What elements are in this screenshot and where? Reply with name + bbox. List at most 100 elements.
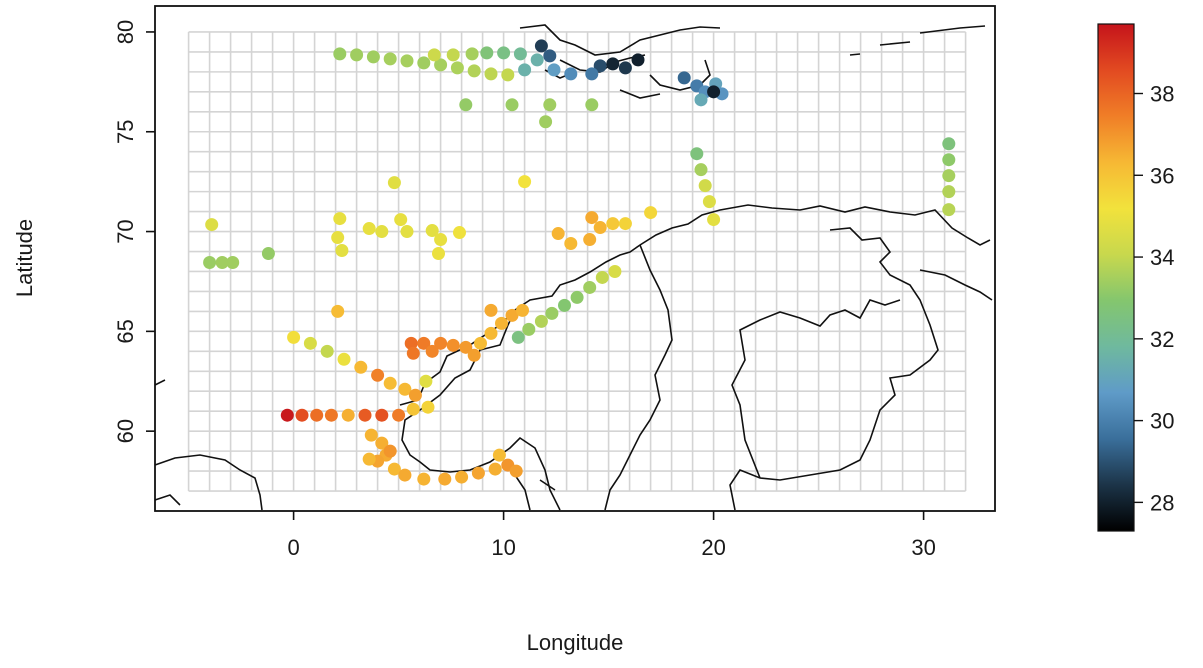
- data-point: [702, 195, 716, 209]
- data-point: [707, 213, 721, 227]
- data-point: [387, 462, 401, 476]
- data-point: [417, 336, 431, 350]
- x-tick-label: 20: [701, 535, 725, 560]
- data-point: [434, 58, 448, 72]
- data-point: [434, 233, 448, 247]
- data-point: [280, 408, 294, 422]
- data-point: [694, 93, 708, 107]
- data-point: [333, 212, 347, 226]
- data-point: [522, 322, 536, 336]
- arctic-islands: [849, 25, 986, 56]
- data-point: [404, 336, 418, 350]
- x-axis-ticks: 0 10 20 30: [287, 511, 936, 560]
- data-point: [942, 185, 956, 199]
- measurement-points: [203, 39, 956, 486]
- data-point: [583, 280, 597, 294]
- data-point: [543, 49, 557, 63]
- data-point: [205, 218, 219, 232]
- data-point: [467, 64, 481, 78]
- data-point: [585, 98, 599, 112]
- colorbar-tick-label: 28: [1150, 490, 1174, 515]
- data-point: [331, 231, 345, 245]
- data-point: [509, 464, 523, 478]
- data-point: [511, 330, 525, 344]
- data-point: [320, 344, 334, 358]
- colorbar-tick-label: 30: [1150, 409, 1174, 434]
- data-point: [606, 217, 620, 231]
- russia-coast: [919, 269, 993, 301]
- data-point: [331, 304, 345, 318]
- data-point: [455, 470, 469, 484]
- data-point: [501, 68, 515, 82]
- data-point: [518, 63, 532, 77]
- data-point: [694, 163, 708, 177]
- data-point: [425, 224, 439, 238]
- colorbar-tick-label: 34: [1150, 245, 1174, 270]
- data-point: [392, 408, 406, 422]
- data-point: [226, 255, 240, 269]
- y-tick-label: 75: [113, 120, 138, 144]
- data-point: [215, 255, 229, 269]
- data-point: [362, 452, 376, 466]
- data-point: [564, 67, 578, 81]
- data-point: [631, 53, 645, 67]
- data-point: [394, 213, 408, 227]
- data-point: [593, 221, 607, 235]
- y-tick-label: 65: [113, 319, 138, 343]
- y-axis-label: Latitude: [12, 219, 37, 297]
- data-point: [516, 303, 529, 317]
- data-point: [539, 115, 553, 129]
- data-point: [644, 206, 658, 220]
- data-point: [505, 308, 519, 322]
- data-point: [383, 52, 397, 66]
- data-point: [406, 402, 420, 416]
- data-point: [677, 71, 691, 85]
- data-point: [398, 382, 412, 396]
- plot-frame: [154, 5, 996, 512]
- data-point: [375, 436, 389, 450]
- data-point: [474, 336, 487, 350]
- data-point: [698, 179, 712, 193]
- data-point: [261, 247, 275, 261]
- data-point: [545, 306, 559, 320]
- y-tick-label: 80: [113, 20, 138, 44]
- data-point: [383, 444, 397, 458]
- data-point: [484, 303, 498, 317]
- y-axis-ticks: 60 65 70 75 80: [113, 20, 155, 443]
- data-point: [942, 203, 956, 217]
- data-point: [488, 462, 502, 476]
- data-point: [534, 39, 548, 53]
- data-point: [425, 344, 439, 358]
- data-point: [335, 244, 349, 258]
- data-point: [484, 326, 498, 340]
- colorbar: [1097, 23, 1135, 532]
- uk-coast: [154, 379, 263, 511]
- south-norway-coast: [401, 309, 561, 511]
- data-point: [505, 98, 519, 112]
- data-point: [618, 61, 632, 75]
- data-point: [432, 247, 445, 261]
- data-point: [467, 348, 481, 362]
- data-point: [419, 374, 433, 388]
- data-point: [459, 98, 473, 112]
- data-point: [551, 227, 565, 241]
- x-tick-label: 10: [491, 535, 515, 560]
- data-point: [585, 67, 599, 81]
- data-point: [438, 472, 452, 486]
- data-point: [570, 290, 584, 304]
- data-point: [400, 225, 414, 239]
- data-point: [371, 368, 385, 382]
- data-point: [434, 336, 448, 350]
- data-point: [341, 408, 355, 422]
- y-tick-label: 70: [113, 219, 138, 243]
- data-point: [398, 468, 412, 482]
- y-tick-label: 60: [113, 419, 138, 443]
- data-point: [358, 408, 372, 422]
- data-point: [375, 225, 389, 239]
- coastlines: [154, 24, 993, 511]
- data-point: [362, 222, 376, 236]
- data-point: [690, 147, 704, 161]
- data-point: [364, 428, 378, 442]
- data-point: [203, 255, 217, 269]
- data-point: [585, 211, 599, 225]
